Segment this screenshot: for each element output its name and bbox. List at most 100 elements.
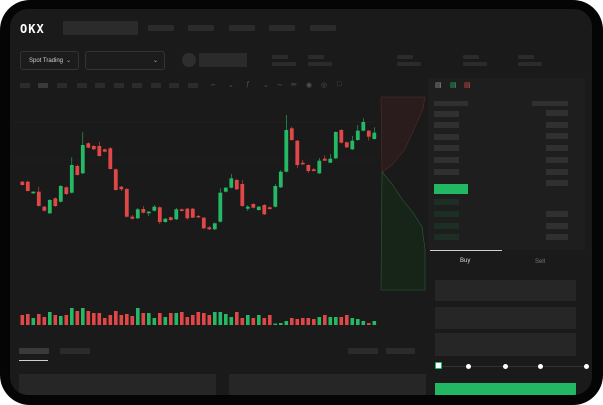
volume-bar [279,323,283,325]
okx-logo[interactable]: OKX [20,22,45,36]
volume-bar [367,323,371,325]
volume-bar [207,315,212,325]
chevron-down-icon[interactable]: ⌄ [228,82,234,89]
chart-type-icon[interactable]: ∽ [210,82,216,89]
settings-icon[interactable]: ◎ [321,82,328,89]
slider-handle[interactable] [435,362,442,369]
volume-bar [257,315,261,325]
bid-row[interactable] [434,234,459,240]
ask-size [546,110,568,116]
more-button[interactable] [386,348,415,354]
search-bar[interactable] [63,21,138,35]
last-price[interactable] [434,184,468,194]
timeframe-button[interactable] [169,83,179,88]
tab-sell[interactable]: Sell [535,259,546,265]
volume-bar [125,314,129,325]
volume-bar [97,313,102,325]
ask-row[interactable] [434,157,459,163]
timeframe-button[interactable] [151,83,161,88]
depth-chart [380,96,426,291]
total-input[interactable] [435,333,576,356]
candle-body [355,130,360,140]
candle-body [339,130,344,143]
volume-bar [334,317,338,325]
volume-bar [119,315,124,325]
volume-bar [158,313,162,325]
candle-body [31,191,36,194]
volume-bar [130,316,135,325]
candle-body [152,206,157,211]
nav-item[interactable] [229,25,255,31]
tab-order-history[interactable] [60,348,90,354]
chevron-down-icon[interactable]: ⌄ [263,82,269,89]
candle-body [300,162,305,165]
bid-size [546,234,568,240]
timeframe-button[interactable] [57,83,67,88]
market-type-select[interactable]: Spot Trading ⌄ [20,51,79,70]
ask-size [546,157,568,163]
timeframe-button[interactable] [114,83,124,88]
nav-item[interactable] [310,25,336,31]
nav-item[interactable] [188,25,214,31]
nav-item[interactable] [148,25,174,31]
candle-body [25,181,30,191]
ask-row[interactable] [434,111,459,117]
candle-body [75,166,80,175]
nav-item[interactable] [269,25,295,31]
ask-row[interactable] [434,145,459,151]
volume-bar [262,318,267,325]
tab-buy[interactable]: Buy [460,258,471,264]
ask-row[interactable] [434,169,459,175]
bid-row[interactable] [434,223,459,229]
fullscreen-icon[interactable]: □ [337,81,342,88]
volume-bar [273,323,278,325]
slider-mark-75[interactable] [538,364,543,369]
timeframe-button[interactable] [132,83,142,88]
slider-mark-50[interactable] [503,364,508,369]
candle-body [218,192,223,222]
timeframe-button[interactable] [20,83,30,88]
volume-bar [31,318,36,325]
amount-input[interactable] [435,307,576,329]
bid-size [546,223,568,229]
volume-bar [323,315,327,325]
candle-body [306,165,311,171]
ask-row[interactable] [434,122,459,128]
candle-body [190,208,195,218]
candle-body [20,181,25,185]
timeframe-button[interactable] [77,83,87,88]
pair-select[interactable]: ⌄ [85,51,165,70]
bid-row[interactable] [434,199,459,205]
volume-bar [317,317,322,325]
orderbook-buy-icon[interactable]: ▤ [450,82,457,89]
candle-body [42,206,47,211]
volume-bar [361,321,366,325]
camera-icon[interactable]: ◉ [306,82,313,89]
timeframe-button-active[interactable] [38,83,48,88]
slider-mark-25[interactable] [466,364,471,369]
candle-body [163,218,168,222]
timeframe-button[interactable] [188,83,198,88]
orderbook-sell-icon[interactable]: ▤ [464,82,471,89]
slider-mark-100[interactable] [584,364,589,369]
ask-row[interactable] [434,134,459,140]
volume-bar [42,317,47,325]
volume-bar [180,312,184,325]
volume-bar [290,318,294,325]
line-tool-icon[interactable]: ∼ [277,82,283,89]
pencil-icon[interactable]: ✏ [291,82,297,89]
slider-track[interactable] [438,366,588,367]
orderbook-both-icon[interactable]: ▤ [435,82,442,89]
indicator-icon[interactable]: ƒ [246,81,250,88]
price-input[interactable] [435,280,576,301]
candle-body [234,180,239,190]
timeframe-button[interactable] [95,83,105,88]
filter-button[interactable] [348,348,378,354]
bid-row[interactable] [434,211,459,217]
volume-bar [202,313,206,325]
buy-button[interactable] [435,383,576,395]
tab-open-orders[interactable] [19,348,49,354]
volume-bar [92,313,96,325]
volume-bar [372,321,377,325]
candlestick-chart[interactable] [10,9,592,395]
